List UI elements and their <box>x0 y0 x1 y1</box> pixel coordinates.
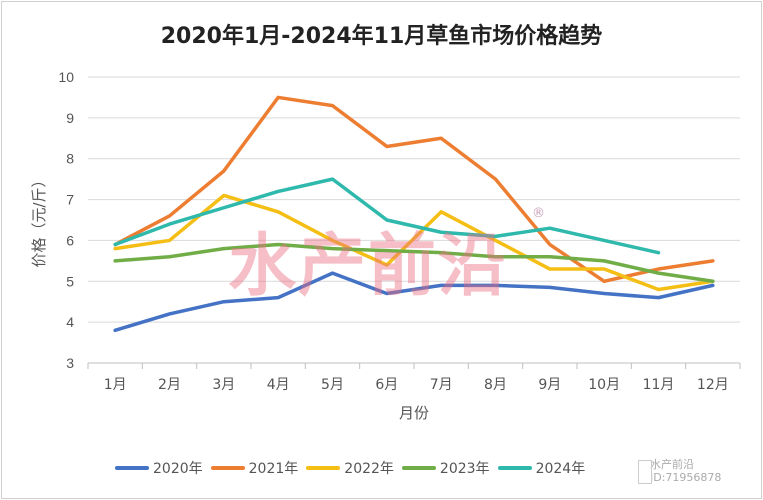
x-tick-label: 5月 <box>321 377 344 393</box>
legend-item: 2023年 <box>401 458 490 478</box>
legend-swatch <box>115 466 149 470</box>
y-tick-label: 3 <box>66 355 74 371</box>
x-axis-title: 月份 <box>399 404 429 422</box>
x-tick-label: 7月 <box>430 377 453 393</box>
y-tick-label: 6 <box>66 232 74 248</box>
watermark: 水产前沿 <box>228 227 509 306</box>
x-tick-label: 9月 <box>538 377 561 393</box>
legend-swatch <box>401 466 436 470</box>
legend-label: 2024年 <box>535 461 586 477</box>
x-tick-label: 3月 <box>212 377 235 393</box>
y-tick-label: 9 <box>66 110 74 126</box>
legend-swatch <box>210 466 245 470</box>
series-line-2020年 <box>113 271 715 333</box>
x-tick-label: 2月 <box>158 377 181 393</box>
legend-label: 2020年 <box>153 461 203 477</box>
legend-swatch <box>497 466 532 470</box>
y-tick-label: 5 <box>66 273 74 289</box>
series-line-2024年 <box>113 177 661 255</box>
legend-item: 2021年 <box>210 458 299 478</box>
corner-badge: 水产前沿 ID:71956878 <box>638 458 722 484</box>
series-line-2021年 <box>113 95 715 284</box>
y-tick-label: 7 <box>66 192 74 208</box>
y-tick-label: 4 <box>66 314 74 330</box>
x-tick-label: 11月 <box>643 377 675 393</box>
corner-name: 水产前沿 <box>650 458 694 471</box>
x-tick-label: 6月 <box>375 377 398 393</box>
x-tick-label: 1月 <box>104 377 127 393</box>
legend-item: 2024年 <box>497 458 586 478</box>
legend-item: 2020年 <box>115 458 203 478</box>
corner-id: ID:71956878 <box>650 471 722 484</box>
x-tick-label: 8月 <box>484 377 507 393</box>
legend-swatch <box>306 466 341 470</box>
x-tick-label: 12月 <box>697 377 729 393</box>
legend-item: 2022年 <box>306 458 394 478</box>
legend-label: 2021年 <box>248 461 299 477</box>
logo-icon <box>638 460 652 484</box>
legend: 2020年 2021年 2022年 2023年 2024年 <box>115 458 585 478</box>
y-tick-label: 8 <box>66 151 74 167</box>
y-tick-label: 10 <box>58 69 74 85</box>
series-line-2023年 <box>113 242 715 284</box>
x-tick-label: 4月 <box>267 377 290 393</box>
y-axis-title: 价格（元/斤） <box>30 172 48 267</box>
x-tick-label: 10月 <box>588 377 620 393</box>
chart-title: 2020年1月-2024年11月草鱼市场价格趋势 <box>160 24 603 49</box>
series-line-2022年 <box>113 193 715 292</box>
legend-label: 2023年 <box>439 461 490 477</box>
legend-label: 2022年 <box>344 461 394 477</box>
registered-mark: ® <box>532 206 545 221</box>
